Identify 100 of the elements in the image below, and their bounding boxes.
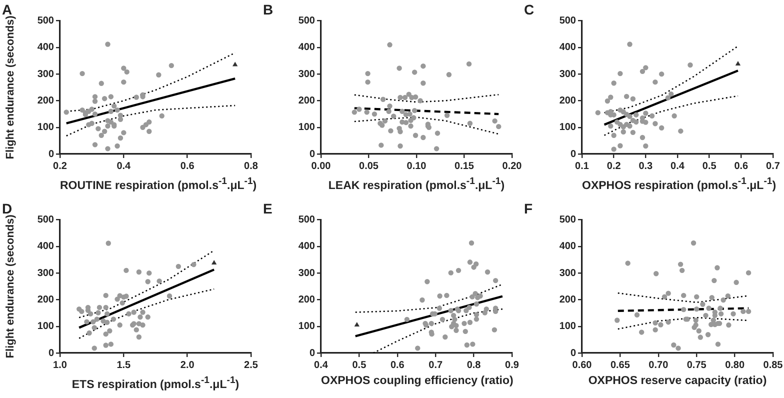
point xyxy=(103,292,108,298)
y-tick-label: 400 xyxy=(298,42,316,54)
point xyxy=(681,292,686,298)
point xyxy=(712,278,717,284)
y-tick-label: 200 xyxy=(37,95,54,106)
y-tick-label: 400 xyxy=(559,241,576,252)
point xyxy=(709,294,714,300)
x-axis-title: ETS respiration (pmol.s$^{-1}$.μL$^{-1}$) xyxy=(70,375,240,391)
x-tick-label: 0.85 xyxy=(763,360,784,371)
point xyxy=(400,108,405,114)
point xyxy=(434,146,440,152)
point xyxy=(398,143,403,149)
point xyxy=(440,316,446,322)
y-tick-label: 500 xyxy=(298,16,316,27)
y-tick-label: 200 xyxy=(37,294,54,306)
point xyxy=(454,328,459,333)
point xyxy=(121,130,126,136)
point xyxy=(86,330,92,336)
point xyxy=(156,72,162,78)
point xyxy=(448,308,454,314)
x-tick-label: 0.3 xyxy=(638,160,654,172)
point xyxy=(398,129,403,134)
point xyxy=(92,325,97,330)
point xyxy=(121,79,126,85)
point xyxy=(492,327,498,332)
point xyxy=(138,314,143,320)
y-tick-label: 500 xyxy=(559,16,576,27)
point xyxy=(356,106,362,112)
point xyxy=(140,322,146,328)
y-tick-label: 500 xyxy=(559,214,576,226)
point xyxy=(168,62,174,68)
line-series xyxy=(78,250,215,318)
point xyxy=(492,118,498,124)
point xyxy=(96,310,101,316)
x-tick-label: 2.0 xyxy=(180,360,195,371)
x-axis-title: ROUTINE respiration (pmol.s$^{-1}$.μL$^{-1}$) xyxy=(60,176,257,192)
x-tick-label: 0.15 xyxy=(454,160,474,172)
point xyxy=(428,320,434,326)
y-tick-label: 200 xyxy=(559,294,576,306)
point xyxy=(108,108,114,114)
point xyxy=(693,318,698,323)
y-tick-label: 400 xyxy=(37,42,54,54)
point xyxy=(652,121,658,126)
y-tick-label: 100 xyxy=(37,122,54,134)
x-tick-label: 0.05 xyxy=(359,160,379,172)
y-tick-label: 100 xyxy=(298,122,316,134)
point xyxy=(124,268,129,274)
point xyxy=(92,346,97,351)
point xyxy=(678,262,684,267)
point xyxy=(467,120,473,126)
point xyxy=(382,118,388,124)
point xyxy=(740,308,746,314)
point xyxy=(710,318,716,323)
point xyxy=(698,334,704,340)
point xyxy=(472,290,478,296)
chart-title: E xyxy=(263,200,272,216)
x-tick-label: 0.9 xyxy=(505,360,520,371)
point xyxy=(643,65,648,70)
x-tick-label: 0.1 xyxy=(575,160,590,172)
point xyxy=(386,108,392,114)
x-tick-label: 0.10 xyxy=(406,160,427,172)
point xyxy=(703,312,708,318)
x-tick-label: 0.75 xyxy=(686,360,707,371)
y-tick-label: 100 xyxy=(559,321,576,332)
y-axis-title: Flight endurance (seconds) xyxy=(4,15,17,160)
point xyxy=(654,271,659,276)
point xyxy=(643,110,648,116)
point xyxy=(84,319,90,324)
point xyxy=(146,128,152,134)
point xyxy=(420,134,426,140)
point xyxy=(474,301,480,307)
point xyxy=(638,330,644,335)
x-tick-label: 0.4 xyxy=(670,160,685,172)
y-tick-label: 0 xyxy=(48,148,54,160)
point xyxy=(624,94,630,100)
y-tick-label: 0 xyxy=(48,348,54,359)
point xyxy=(131,310,136,315)
point xyxy=(681,306,686,312)
point xyxy=(126,311,132,316)
x-tick-label: 0.2 xyxy=(606,160,622,172)
x-tick-label: 0.5 xyxy=(702,160,717,172)
point xyxy=(658,322,664,328)
point xyxy=(145,279,150,284)
chart-title: C xyxy=(524,1,534,18)
x-axis-title: LEAK respiration (pmol.s$^{-1}$.μL$^{-1}$) xyxy=(327,176,506,192)
point xyxy=(140,310,146,315)
point xyxy=(92,94,98,100)
point xyxy=(114,143,120,149)
x-tick-label: 0.80 xyxy=(725,360,745,371)
point xyxy=(694,306,700,312)
point xyxy=(110,316,116,322)
y-tick-label: 200 xyxy=(559,95,576,106)
point xyxy=(387,42,392,48)
point xyxy=(112,103,117,109)
point xyxy=(690,240,696,246)
point xyxy=(412,70,418,75)
y-tick-label: 400 xyxy=(298,241,316,252)
y-tick-label: 100 xyxy=(298,321,316,332)
x-tick-label: 0.70 xyxy=(648,360,669,371)
point xyxy=(446,72,452,78)
